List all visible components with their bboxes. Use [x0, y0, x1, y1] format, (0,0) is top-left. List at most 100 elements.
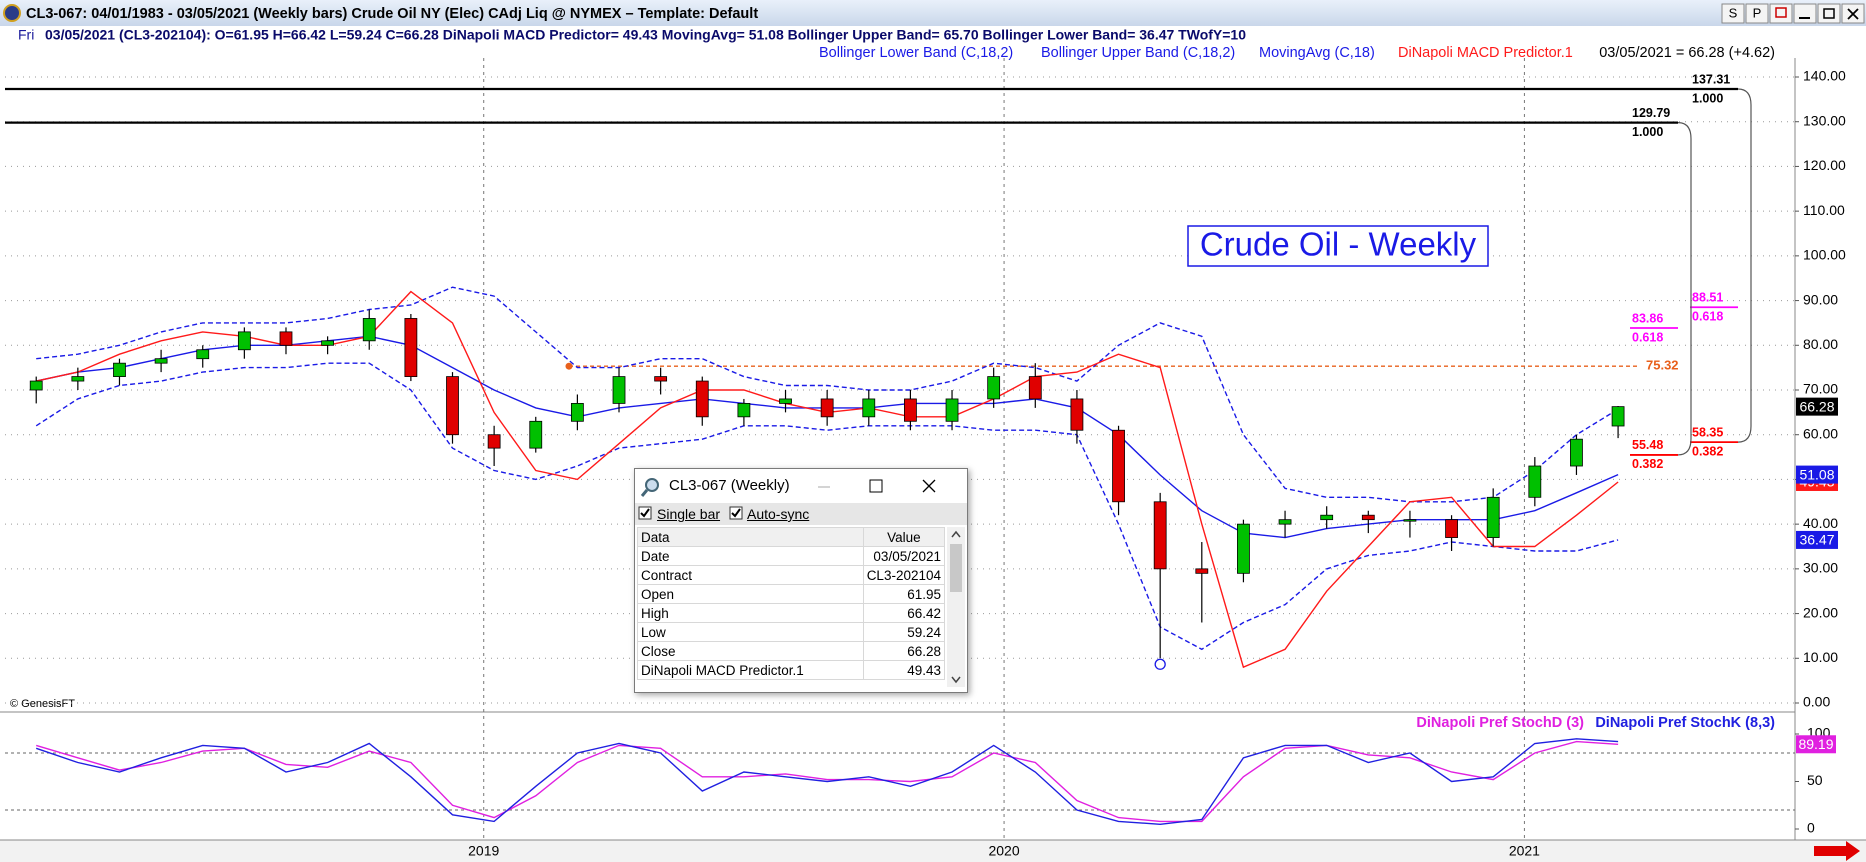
scroll-thumb[interactable] [950, 544, 962, 592]
data-window[interactable]: CL3-067 (Weekly) Single bar Auto-sync Da… [634, 468, 968, 693]
candle-body [1445, 519, 1458, 538]
candle-body [945, 398, 959, 422]
value-cell: CL3-202104 [862, 565, 946, 585]
check [640, 508, 650, 518]
value-badge-label: 66.28 [1799, 398, 1834, 414]
table-row: Date 03/05/2021 [637, 546, 946, 566]
chart-title: Crude Oil - Weekly [1200, 226, 1477, 263]
series-line [36, 740, 1619, 823]
legend-entry: Bollinger Lower Band (C,18,2) [819, 45, 1013, 61]
candle-body [862, 398, 876, 418]
dialog-toolbar: Single bar Auto-sync [635, 503, 967, 525]
chart-title-box [1187, 225, 1489, 267]
last-quote: 03/05/2021 = 66.28 (+4.62) [1599, 45, 1775, 61]
watermark: © GenesisFT [10, 698, 75, 710]
candle-body [279, 331, 293, 346]
candle-body [695, 380, 709, 418]
low-marker [1154, 658, 1166, 670]
table-row: DiNapoli MACD Predictor.1 49.43 [637, 660, 946, 680]
table-row: Close 66.28 [637, 641, 946, 661]
x-tick-label: 2021 [1509, 843, 1540, 859]
candle-body [321, 340, 335, 346]
y-tick-label: 110.00 [1803, 202, 1845, 218]
checkboxes [638, 506, 743, 520]
label-cell: DiNapoli MACD Predictor.1 [637, 660, 864, 680]
candle-body [570, 403, 584, 422]
target-label: 75.32 [1646, 358, 1679, 373]
y-tick-label: 130.00 [1803, 112, 1846, 128]
candle-body [820, 398, 834, 418]
y-tick-label: 20.00 [1803, 604, 1838, 620]
value-badge-label: 36.47 [1799, 532, 1834, 548]
y-tick-label: 0 [1807, 820, 1815, 836]
series-line [35, 738, 1619, 826]
fib-ratio: 1.000 [1632, 125, 1663, 139]
candle-body [196, 349, 210, 360]
candle-body [154, 358, 168, 364]
value-badge [1796, 735, 1836, 754]
series-line [36, 286, 1619, 503]
dialog-icons [640, 478, 936, 497]
check [731, 508, 741, 518]
candle-body [529, 420, 543, 449]
x-tick-label: 2020 [988, 843, 1019, 859]
button-restore[interactable] [1817, 3, 1841, 24]
candle-body [487, 434, 501, 449]
icon [640, 489, 649, 497]
maximize-icon[interactable] [869, 479, 883, 493]
value-badge [1796, 530, 1838, 549]
candle-body [404, 318, 418, 377]
candle-body [1195, 568, 1209, 574]
table-row: High 66.42 [637, 603, 946, 623]
button-detach[interactable] [1769, 3, 1793, 24]
button-minimize[interactable] [1793, 3, 1817, 24]
scrollbar[interactable] [947, 527, 965, 687]
candle-body [1028, 376, 1042, 400]
candle-body [904, 398, 917, 422]
header-cell: Value [862, 527, 946, 547]
candle-body [362, 318, 376, 342]
y-tick-label: 100.00 [1803, 247, 1846, 263]
candle-body [237, 331, 251, 351]
candle-body [737, 403, 751, 418]
data-table: Data Value Date 03/05/2021 Contract CL3-202… [637, 527, 946, 680]
candle-body [446, 376, 459, 436]
fib-bracket [1677, 122, 1692, 456]
value-cell: 66.42 [862, 603, 946, 623]
y-tick-label: 120.00 [1803, 157, 1846, 173]
dialog-title-bar: CL3-067 (Weekly) [635, 469, 967, 503]
candle-body [1320, 514, 1334, 521]
status-day: Fri [18, 27, 34, 43]
candle-body [1112, 429, 1125, 503]
window-buttons: S P [1721, 3, 1865, 24]
icon [645, 478, 659, 492]
candle-body [779, 398, 792, 404]
button-s[interactable] [1721, 3, 1745, 24]
title-bar [0, 0, 1866, 26]
label-cell: Contract [637, 565, 864, 585]
x-tick-label: 2019 [468, 843, 499, 859]
value-badge [1796, 397, 1838, 416]
legend-entry: Bollinger Upper Band (C,18,2) [1041, 45, 1235, 61]
button-label: P [1753, 5, 1762, 20]
close-icon[interactable] [922, 479, 936, 493]
value-cell: 49.43 [862, 660, 946, 680]
y-tick-label: 40.00 [1803, 515, 1838, 531]
candle-body [654, 376, 668, 382]
y-tick-label: 50 [1807, 772, 1823, 788]
fib-price: 137.31 [1692, 72, 1730, 86]
target-anchor [565, 362, 573, 370]
option-label[interactable]: Auto-sync [747, 506, 810, 522]
label-cell: Low [637, 622, 864, 642]
scroll-arrow[interactable] [1814, 841, 1860, 861]
scroll-down[interactable] [951, 676, 961, 684]
label-cell: Date [637, 546, 864, 566]
scroll-up[interactable] [951, 530, 961, 538]
icon [1847, 8, 1859, 20]
table-row: Open 61.95 [637, 584, 946, 604]
button-p[interactable] [1745, 3, 1769, 24]
icon [1775, 7, 1787, 18]
option-label[interactable]: Single bar [657, 506, 721, 522]
